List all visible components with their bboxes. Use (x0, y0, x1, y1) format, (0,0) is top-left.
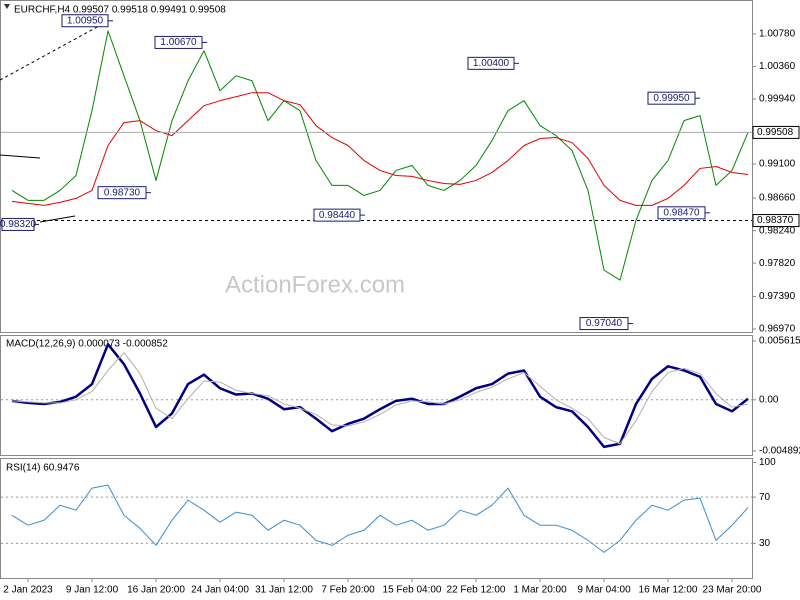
y-tick-label: 0.98240 (759, 225, 796, 236)
annotation-label: 0.98730 (104, 187, 141, 198)
y-tick-label: 0.98660 (759, 193, 796, 204)
annotation-label: 0.99950 (653, 93, 690, 104)
y-tick-label: 0.99100 (759, 159, 796, 170)
annotation-label: 0.97040 (586, 318, 623, 329)
y-tick-label: 0.97820 (759, 258, 796, 269)
annotation: 0.98320 (0, 217, 39, 231)
series-line (11, 352, 749, 445)
x-tick-label: 1 Mar 20:00 (513, 585, 567, 596)
x-tick-label: 23 Mar 20:00 (703, 585, 762, 596)
x-tick-label: 24 Jan 04:00 (191, 585, 249, 596)
y-tick-label: 0.99940 (759, 94, 796, 105)
y-tick-label: 1.00780 (759, 29, 796, 40)
annotation-box (154, 35, 203, 49)
annotation-label: 1.00670 (160, 37, 197, 48)
annotation-box (647, 91, 696, 105)
last-price-box (752, 125, 800, 139)
y-tick-label: 0.00 (759, 394, 779, 405)
y-tick-label: 70 (759, 492, 771, 503)
annotation: 0.98440 (313, 208, 365, 222)
price-panel (0, 0, 753, 333)
annotation-label: 1.00950 (67, 15, 104, 26)
annotation-label: 1.00400 (473, 58, 510, 69)
y-tick-label: 0.96970 (759, 324, 796, 335)
annotation: 1.00950 (61, 14, 113, 28)
y-tick-label: 0.005615 (759, 336, 800, 347)
annotation-label: 0.98440 (319, 210, 356, 221)
annotation-box (579, 317, 629, 331)
trend-line (0, 154, 41, 159)
annotation-box (467, 56, 515, 70)
series-line (11, 30, 749, 281)
x-tick-label: 22 Feb 12:00 (447, 585, 506, 596)
series-line (11, 343, 749, 449)
y-tick-label: 0.97390 (759, 291, 796, 302)
annotation: 0.99950 (647, 91, 700, 105)
annotation-box (97, 186, 147, 200)
trend-line (0, 19, 111, 81)
x-tick-label: 9 Jan 12:00 (66, 585, 119, 596)
annotation: 0.98470 (657, 206, 710, 220)
price-header: EURCHF,H4 0.99507 0.99518 0.99491 0.9950… (14, 5, 226, 16)
support-box (752, 214, 800, 228)
last-price-box-label: 0.99508 (757, 127, 794, 138)
annotation-box (313, 208, 361, 222)
x-tick-label: 9 Mar 04:00 (577, 585, 631, 596)
rsi-panel (0, 458, 753, 579)
y-tick-label: 100 (759, 457, 776, 468)
series-line (11, 92, 749, 206)
y-tick-label: -0.004892 (759, 446, 800, 457)
y-tick-label: 1.00360 (759, 61, 796, 72)
annotation-box (1, 217, 35, 231)
watermark: ActionForex.com (225, 271, 405, 298)
annotation-label: 0.98470 (663, 207, 700, 218)
rsi-header: RSI(14) 60.9476 (6, 463, 80, 474)
series-line (11, 484, 749, 553)
annotation-box (657, 206, 706, 220)
x-tick-label: 31 Jan 12:00 (255, 585, 313, 596)
annotation-label: 0.98320 (0, 219, 37, 230)
x-tick-label: 16 Jan 20:00 (127, 585, 185, 596)
annotation-box (61, 14, 109, 28)
x-tick-label: 7 Feb 20:00 (321, 585, 375, 596)
x-tick-label: 15 Feb 04:00 (383, 585, 442, 596)
annotation: 1.00400 (467, 56, 519, 70)
macd-header: MACD(12,26,9) 0.000073 -0.000852 (6, 339, 168, 350)
x-tick-label: 2 Jan 2023 (3, 585, 53, 596)
x-tick-label: 16 Mar 12:00 (639, 585, 698, 596)
macd-panel (0, 335, 753, 456)
annotation: 1.00670 (154, 35, 207, 49)
annotation: 0.97040 (579, 317, 633, 331)
support-box-label: 0.98370 (757, 215, 794, 226)
y-tick-label: 30 (759, 538, 771, 549)
annotation: 0.98730 (97, 186, 151, 200)
symbol-icon (4, 4, 10, 9)
